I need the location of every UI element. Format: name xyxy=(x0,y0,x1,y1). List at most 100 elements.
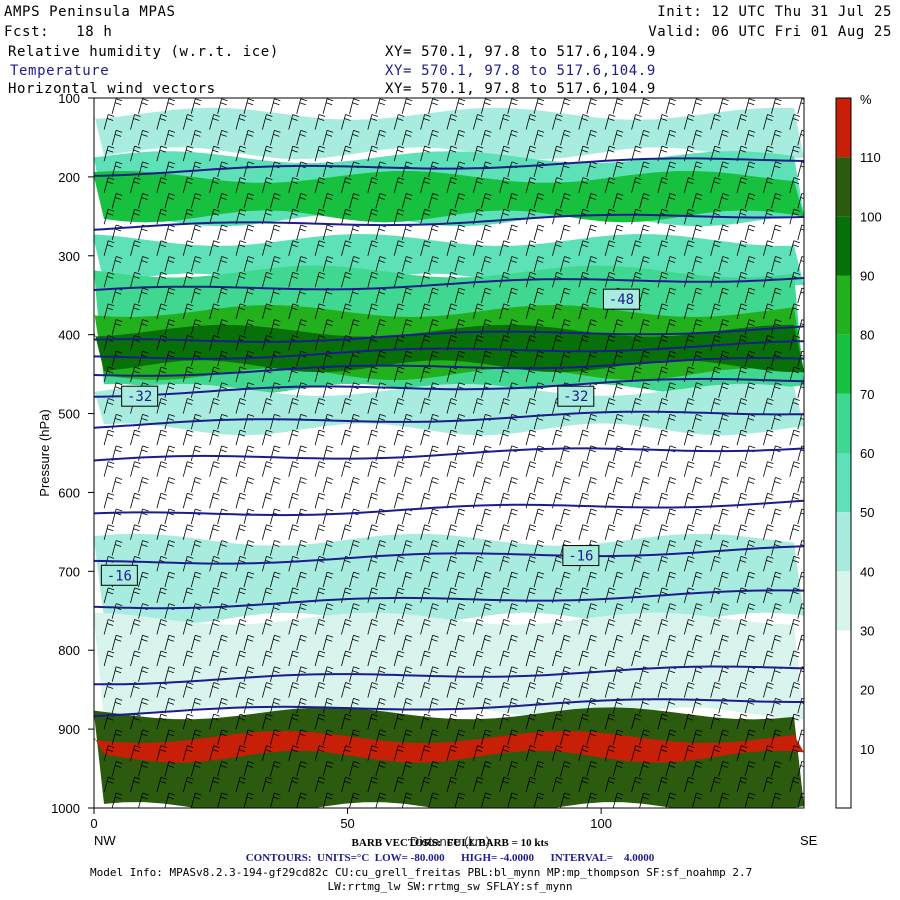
wind-barb xyxy=(657,524,669,540)
wind-barb xyxy=(235,240,247,256)
wind-barb xyxy=(103,208,115,225)
wind-barb xyxy=(533,287,545,304)
wind-barb xyxy=(472,682,484,698)
y-axis: 100 200 300 400 500 600 700 800 900 1000 xyxy=(51,91,94,816)
wind-barb xyxy=(341,303,352,319)
wind-barb xyxy=(103,271,115,288)
wind-barb xyxy=(639,634,650,651)
wind-barb xyxy=(209,398,220,414)
wind-barb xyxy=(639,729,650,745)
rh-band xyxy=(94,731,804,763)
wind-barb xyxy=(718,224,729,241)
wind-barb xyxy=(472,776,484,793)
wind-barb xyxy=(454,477,466,493)
wind-barb xyxy=(269,697,281,714)
wind-barb xyxy=(322,477,334,493)
wind-barb xyxy=(243,571,255,588)
wind-barb xyxy=(420,208,431,225)
wind-barb xyxy=(499,240,510,256)
wind-barb xyxy=(454,98,466,114)
wind-barb xyxy=(393,114,405,130)
wind-barb xyxy=(375,477,386,493)
wind-barb xyxy=(164,792,176,808)
wind-barb xyxy=(744,161,756,177)
wind-barb xyxy=(736,398,748,414)
svg-text:-48: -48 xyxy=(609,292,634,308)
wind-barb xyxy=(552,650,563,667)
wind-barb xyxy=(763,745,774,761)
wind-barb xyxy=(393,776,405,793)
wind-barb xyxy=(111,477,123,493)
wind-barb xyxy=(631,177,642,193)
wind-barb xyxy=(130,114,141,130)
wind-barb xyxy=(341,208,352,225)
wind-barb xyxy=(771,287,782,304)
y-tick-label: 400 xyxy=(58,328,80,343)
wind-barb xyxy=(604,650,616,667)
colorbar-level: 40 xyxy=(860,564,874,579)
wind-barb xyxy=(499,398,510,414)
wind-barb xyxy=(612,319,624,335)
wind-barb xyxy=(454,287,466,304)
wind-barb xyxy=(446,776,458,793)
contour-label: -32 xyxy=(121,385,159,407)
wind-barb xyxy=(586,98,597,114)
wind-barb xyxy=(217,129,228,146)
wind-barb xyxy=(182,240,194,256)
colorbar-bin xyxy=(836,98,851,158)
wind-barb xyxy=(710,524,721,540)
wind-barb xyxy=(657,429,669,446)
wind-barb xyxy=(164,666,176,682)
wind-barb xyxy=(446,619,458,635)
wind-barb xyxy=(182,271,194,288)
wind-barb xyxy=(190,256,202,272)
wind-barb xyxy=(296,729,307,745)
wind-barb xyxy=(314,271,326,288)
wind-barb xyxy=(691,603,703,619)
contour-legend: CONTOURS: UNITS=°C LOW= -80.000 HIGH= -4… xyxy=(245,852,655,864)
wind-barb xyxy=(209,271,220,288)
init-time: Init: 12 UTC Thu 31 Jul 25 xyxy=(657,4,892,20)
wind-barb xyxy=(691,634,703,651)
wind-barb xyxy=(138,413,149,430)
wind-barb xyxy=(736,114,748,130)
wind-barb xyxy=(209,177,220,193)
wind-barb xyxy=(639,508,650,525)
isotherm xyxy=(94,545,804,565)
model-title: AMPS Peninsula MPAS xyxy=(4,4,176,20)
wind-barb xyxy=(401,193,413,209)
wind-barb xyxy=(552,303,563,319)
contour-label: -16 xyxy=(562,545,600,567)
wind-barb xyxy=(744,571,756,588)
wind-barb xyxy=(349,761,360,777)
wind-barb xyxy=(375,697,386,714)
wind-barb xyxy=(341,713,352,730)
barb-legend: BARB VECTORS: FULL BARB = 10 kts xyxy=(351,837,549,849)
wind-barb xyxy=(269,319,281,335)
wind-barb xyxy=(639,224,650,241)
wind-barb xyxy=(420,619,431,635)
wind-barb xyxy=(138,193,149,209)
wind-barb xyxy=(217,287,228,304)
wind-barb xyxy=(499,303,510,319)
wind-barb xyxy=(744,129,756,146)
wind-barb xyxy=(190,634,202,651)
wind-barb xyxy=(401,445,413,461)
wind-barb xyxy=(349,603,360,619)
wind-barb xyxy=(499,429,510,446)
wind-barb xyxy=(164,193,176,209)
wind-barb xyxy=(586,287,597,304)
wind-barb xyxy=(691,382,703,398)
wind-barb xyxy=(525,461,537,477)
wind-barb xyxy=(718,193,729,209)
wind-barb xyxy=(552,145,563,162)
wind-barb xyxy=(235,492,247,509)
wind-barb xyxy=(111,382,123,398)
wind-barb xyxy=(375,256,386,272)
wind-barb xyxy=(296,319,307,335)
wind-barb xyxy=(243,666,255,682)
field-xy-rh: XY= 570.1, 97.8 to 517.6,104.9 xyxy=(385,44,656,60)
wind-barb xyxy=(269,666,281,682)
wind-barb xyxy=(683,461,695,477)
wind-barb xyxy=(683,776,695,793)
